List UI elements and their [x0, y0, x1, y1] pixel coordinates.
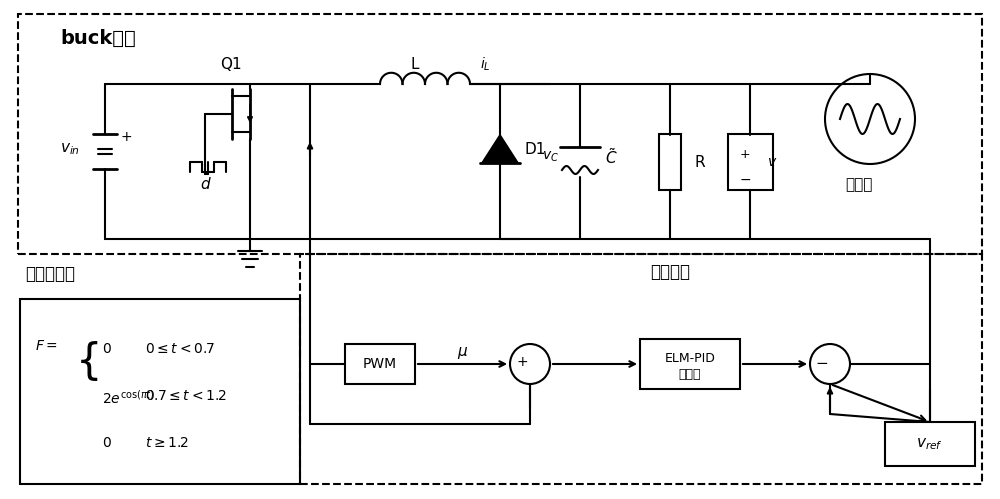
- Text: v: v: [768, 155, 776, 169]
- Bar: [728, 135, 772, 190]
- Text: −: −: [816, 356, 828, 371]
- Text: D1: D1: [525, 142, 546, 157]
- Text: $v_C$: $v_C$: [542, 150, 559, 164]
- Text: R: R: [695, 155, 706, 170]
- Text: $0$: $0$: [102, 342, 112, 356]
- Bar: [345, 344, 415, 384]
- Polygon shape: [482, 135, 518, 163]
- Text: $v_{ref}$: $v_{ref}$: [916, 436, 944, 452]
- Text: 示波器: 示波器: [845, 177, 872, 192]
- Text: $i_L$: $i_L$: [480, 56, 491, 73]
- Text: $0 \leq t < 0.7$: $0 \leq t < 0.7$: [145, 342, 215, 356]
- Text: $2e^{\cos(\pi t)}$: $2e^{\cos(\pi t)}$: [102, 389, 155, 407]
- Text: $F=$: $F=$: [35, 339, 58, 353]
- Text: PWM: PWM: [363, 357, 397, 371]
- Bar: [20, 299, 300, 484]
- Text: ELM-PID: ELM-PID: [665, 352, 715, 365]
- Text: $t \geq 1.2$: $t \geq 1.2$: [145, 436, 189, 450]
- Text: Q1: Q1: [220, 57, 242, 72]
- Text: L: L: [411, 57, 419, 72]
- Bar: [885, 422, 975, 466]
- Text: $v_{in}$: $v_{in}$: [60, 141, 80, 157]
- Text: $d$: $d$: [200, 176, 212, 192]
- Text: 控制电路: 控制电路: [650, 263, 690, 281]
- Text: $0$: $0$: [102, 436, 112, 450]
- Text: $\tilde{C}$: $\tilde{C}$: [605, 147, 618, 167]
- Text: $\mu$: $\mu$: [457, 345, 468, 361]
- Bar: [659, 135, 681, 190]
- Text: buck电路: buck电路: [60, 29, 136, 48]
- Text: +: +: [740, 148, 751, 161]
- Bar: [640, 339, 740, 389]
- Text: $0.7 \leq t < 1.2$: $0.7 \leq t < 1.2$: [145, 389, 227, 403]
- Text: $\{$: $\{$: [75, 339, 98, 383]
- Text: −: −: [740, 173, 752, 187]
- Text: 控制端扈动: 控制端扈动: [25, 265, 75, 283]
- Text: +: +: [120, 130, 132, 144]
- Text: 控制器: 控制器: [679, 367, 701, 381]
- Text: +: +: [516, 355, 528, 369]
